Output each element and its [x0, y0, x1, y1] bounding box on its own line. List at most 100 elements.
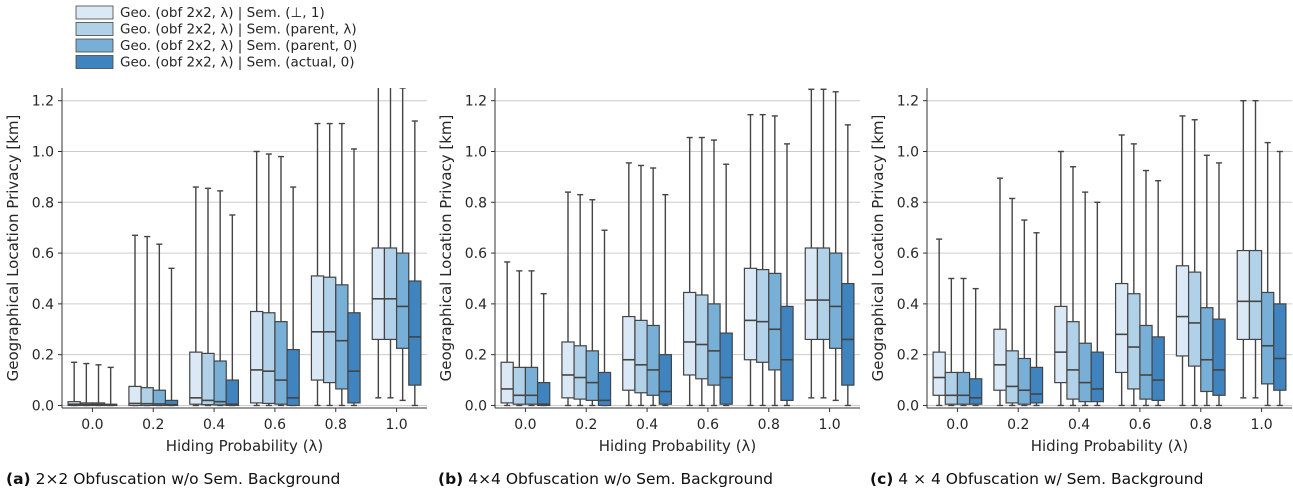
x-tick-label: 1.0: [1250, 417, 1272, 433]
box-1-0.4: [189, 186, 203, 407]
box-body: [804, 247, 819, 341]
x-tick-label: 0.2: [575, 417, 597, 433]
plot-area: [500, 88, 855, 407]
box-2-0.8: [1187, 119, 1202, 407]
y-tick-label: 0.4: [897, 297, 919, 313]
box-2-0.6: [1127, 143, 1141, 407]
box-body: [274, 321, 288, 405]
box-body: [573, 345, 587, 400]
box-1-0.6: [249, 150, 264, 407]
y-axis-label: Geographical Location Privacy [km]: [4, 115, 22, 382]
box-3-1.0: [828, 91, 843, 402]
box-4-1.0: [408, 120, 422, 407]
box-body: [371, 247, 386, 341]
box-2-0.8: [322, 122, 337, 407]
y-tick-label: 0.0: [897, 398, 919, 414]
box-4-0.2: [164, 267, 179, 407]
x-tick-label: 0.8: [758, 417, 780, 433]
box-2-0.2: [1005, 197, 1019, 407]
y-tick-label: 1.0: [465, 144, 487, 160]
x-tick-label: 1.0: [385, 417, 407, 433]
box-4-0.6: [1151, 179, 1165, 407]
box-body: [1200, 307, 1214, 393]
box-1-1.0: [371, 88, 386, 399]
box-4-0.2: [1029, 232, 1044, 407]
box-3-0.4: [1078, 191, 1092, 407]
box-body: [634, 319, 648, 394]
y-axis-label: Geographical Location Privacy [km]: [869, 115, 887, 382]
box-2-0.2: [140, 235, 154, 407]
box-4-0.4: [225, 214, 240, 407]
legend: Geo. (obf 2x2, λ) | Sem. (⊥, 1)Geo. (obf…: [75, 5, 357, 71]
caption-b: (b) 4×4 Obfuscation w/o Sem. Background: [438, 470, 773, 488]
box-3-0.2: [152, 243, 167, 407]
x-axis-label: Hiding Probability (λ): [1031, 437, 1189, 455]
x-axis-label: Hiding Probability (λ): [599, 437, 757, 455]
box-body: [500, 361, 514, 404]
box-4-0.8: [780, 143, 794, 407]
y-tick-label: 0.6: [465, 246, 487, 262]
box-body: [1260, 291, 1275, 385]
x-tick-label: 0.4: [1068, 417, 1090, 433]
x-tick-label: 0.4: [636, 417, 658, 433]
box-body: [622, 315, 636, 391]
box-2-0.0: [79, 362, 94, 407]
y-tick-label: 0.6: [897, 246, 919, 262]
y-tick-label: 0.8: [32, 195, 54, 211]
box-3-1.0: [395, 88, 410, 402]
x-tick-label: 1.0: [818, 417, 840, 433]
x-tick-label: 0.8: [325, 417, 347, 433]
box-3-0.0: [956, 277, 971, 407]
box-4-1.0: [1273, 150, 1287, 407]
box-body: [1212, 318, 1226, 396]
box-2-0.6: [262, 153, 276, 407]
plot-area: [932, 99, 1287, 407]
box-1-0.2: [993, 177, 1007, 407]
chart-panels: 0.0 0.2 0.4 0.6 0.8 1.0 1.2 0.0 0.2 0.4 0.6 0.8 1.0 H…: [4, 88, 1292, 455]
box-body: [347, 312, 361, 404]
legend-label: Geo. (obf 2x2, λ) | Sem. (⊥, 1): [120, 5, 325, 21]
y-tick-label: 0.8: [465, 195, 487, 211]
legend-label: Geo. (obf 2x2, λ) | Sem. (parent, λ): [120, 22, 357, 38]
box-body: [944, 371, 959, 405]
box-1-0.6: [682, 136, 697, 407]
box-4-0.2: [597, 229, 612, 407]
caption-c-text: 4 × 4 Obfuscation w/ Sem. Background: [898, 470, 1204, 488]
box-1-0.0: [500, 261, 514, 407]
legend-swatch: [75, 55, 114, 69]
box-4-1.0: [841, 124, 855, 407]
box-body: [968, 378, 983, 405]
box-3-0.2: [585, 199, 600, 407]
chart-panel-1: 0.0 0.2 0.4 0.6 0.8 1.0 1.2 0.0 0.2 0.4 0.6 0.8 1.0 H…: [4, 88, 427, 455]
box-body: [383, 247, 398, 341]
box-body: [1187, 271, 1202, 367]
box-body: [719, 332, 733, 405]
y-tick-label: 0.4: [32, 297, 54, 313]
box-body: [780, 305, 794, 401]
box-body: [1236, 249, 1251, 341]
box-4-0.0: [536, 293, 551, 407]
caption-a: (a) 2×2 Obfuscation w/o Sem. Background: [6, 470, 340, 488]
box-4-0.4: [1090, 201, 1105, 407]
box-3-0.8: [335, 122, 349, 407]
y-tick-label: 1.0: [32, 144, 54, 160]
box-1-0.0: [932, 238, 946, 407]
box-body: [597, 371, 612, 407]
box-4-0.6: [719, 163, 733, 407]
x-tick-label: 0.2: [142, 417, 164, 433]
box-1-0.2: [128, 234, 142, 407]
legend-label: Geo. (obf 2x2, λ) | Sem. (parent, 0): [120, 38, 357, 54]
box-3-0.2: [1017, 219, 1032, 407]
caption-c-tag: (c): [870, 470, 894, 488]
box-4-0.0: [103, 366, 118, 407]
box-body: [213, 360, 227, 406]
x-tick-label: 0.6: [1129, 417, 1151, 433]
y-tick-label: 0.0: [32, 398, 54, 414]
box-body: [695, 294, 709, 380]
box-3-0.6: [274, 155, 288, 407]
x-tick-label: 0.0: [81, 417, 103, 433]
caption-a-text: 2×2 Obfuscation w/o Sem. Background: [35, 470, 341, 488]
box-3-0.0: [524, 270, 539, 407]
box-2-0.6: [695, 136, 709, 407]
y-tick-label: 0.4: [465, 297, 487, 313]
